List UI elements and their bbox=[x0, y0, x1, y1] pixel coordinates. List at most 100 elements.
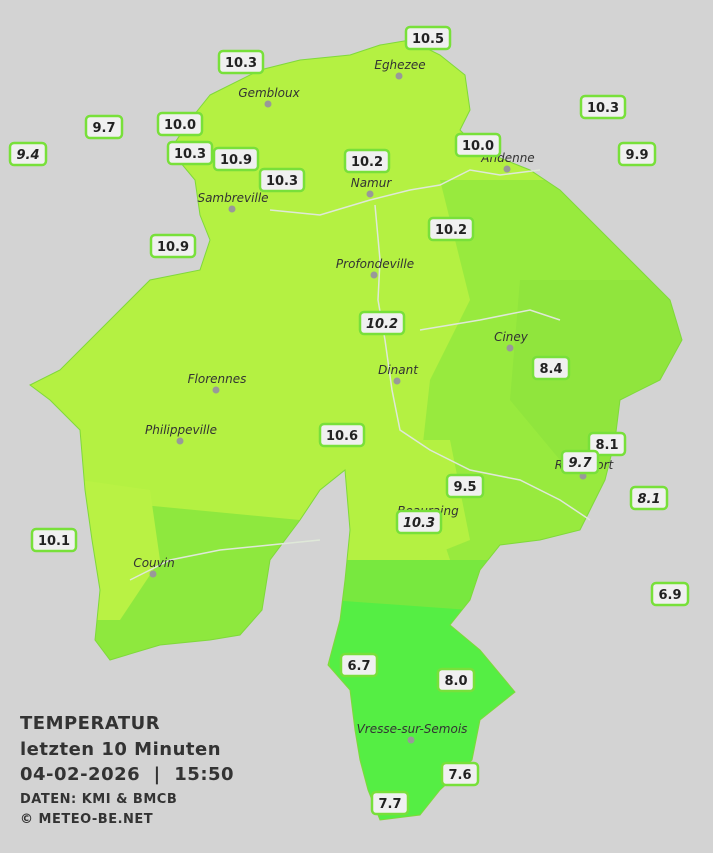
station: 8.0 bbox=[436, 667, 476, 693]
station: 10.1 bbox=[30, 527, 78, 553]
station-box bbox=[617, 141, 657, 167]
station-box bbox=[217, 49, 265, 75]
station-box bbox=[445, 473, 485, 499]
station-value: 10.2 bbox=[435, 223, 467, 238]
legend: TEMPERATUR letzten 10 Minuten 04-02-2026… bbox=[20, 713, 234, 827]
station-box bbox=[531, 355, 571, 381]
station-box-italic bbox=[629, 485, 669, 511]
station: 7.6 bbox=[440, 761, 480, 787]
city-label: Florennes bbox=[188, 372, 247, 386]
station-box-italic bbox=[358, 310, 406, 336]
station: 8.4 bbox=[531, 355, 571, 381]
station-box bbox=[156, 111, 204, 137]
legend-period: letzten 10 Minuten bbox=[20, 739, 221, 760]
city-label: Eghezee bbox=[374, 58, 425, 72]
station: 7.7 bbox=[370, 790, 410, 816]
station-box bbox=[650, 581, 690, 607]
station: 10.5 bbox=[404, 25, 452, 51]
city-label: Dinant bbox=[378, 363, 419, 377]
station: 10.0 bbox=[454, 132, 502, 158]
station-value: 10.6 bbox=[326, 429, 358, 444]
station: 9.5 bbox=[445, 473, 485, 499]
station-box bbox=[166, 140, 214, 166]
station-value: 10.0 bbox=[462, 139, 494, 154]
city-label: Namur bbox=[351, 176, 393, 190]
city-label: Gembloux bbox=[238, 86, 300, 100]
station-value: 9.4 bbox=[16, 148, 39, 163]
station: 10.9 bbox=[149, 233, 197, 259]
city-dot bbox=[149, 570, 157, 578]
station-value: 10.0 bbox=[164, 118, 196, 133]
station-box bbox=[258, 167, 306, 193]
station: 10.2 bbox=[427, 216, 475, 242]
station: 10.3 bbox=[217, 49, 265, 75]
city-dot bbox=[393, 377, 401, 385]
station-box bbox=[84, 114, 124, 140]
station-value: 7.7 bbox=[378, 797, 401, 812]
station: 10.9 bbox=[212, 146, 260, 172]
station-value: 10.3 bbox=[266, 174, 298, 189]
station: 10.3 bbox=[579, 94, 627, 120]
station: 10.3 bbox=[395, 509, 443, 535]
station-value: 10.3 bbox=[174, 147, 206, 162]
city-dot bbox=[366, 190, 374, 198]
station: 9.7 bbox=[560, 449, 600, 475]
station-box bbox=[339, 652, 379, 678]
station-box bbox=[30, 527, 78, 553]
station: 10.2 bbox=[358, 310, 406, 336]
station: 9.7 bbox=[84, 114, 124, 140]
city-dot bbox=[264, 100, 272, 108]
station-box bbox=[318, 422, 366, 448]
station-box bbox=[579, 94, 627, 120]
city-label: Couvin bbox=[133, 556, 174, 570]
station-box bbox=[587, 431, 627, 457]
station-value: 10.5 bbox=[412, 32, 444, 47]
station-box-italic bbox=[395, 509, 443, 535]
stations: 10.5 10.3 10.3 9.7 10.0 9.4 10.3 10.9 10.2 10.0 9.… bbox=[8, 25, 690, 816]
cities: EghezeeGemblouxAndenneNamurSambrevillePr… bbox=[133, 58, 615, 744]
station-value: 6.9 bbox=[658, 588, 681, 603]
city-dot bbox=[503, 165, 511, 173]
station: 9.9 bbox=[617, 141, 657, 167]
station-box bbox=[149, 233, 197, 259]
station-value: 10.9 bbox=[220, 153, 252, 168]
legend-timestamp: 04-02-2026 | 15:50 bbox=[20, 764, 234, 785]
legend-source: DATEN: KMI & BMCB bbox=[20, 792, 177, 807]
legend-copyright: © METEO-BE.NET bbox=[20, 812, 153, 827]
legend-title: TEMPERATUR bbox=[20, 713, 160, 734]
city-label: Philippeville bbox=[145, 423, 217, 437]
station-box bbox=[212, 146, 260, 172]
station-box bbox=[436, 667, 476, 693]
station: 10.2 bbox=[343, 148, 391, 174]
station-box bbox=[370, 790, 410, 816]
station: 10.6 bbox=[318, 422, 366, 448]
station: 10.0 bbox=[156, 111, 204, 137]
station-value: 10.3 bbox=[587, 101, 619, 116]
station-value: 10.2 bbox=[351, 155, 383, 170]
city-label: Ciney bbox=[494, 330, 529, 344]
city-dot bbox=[370, 271, 378, 279]
station: 10.3 bbox=[166, 140, 214, 166]
station-box bbox=[404, 25, 452, 51]
station-value: 10.9 bbox=[157, 240, 189, 255]
station-value: 9.5 bbox=[453, 480, 476, 495]
city-dot bbox=[395, 72, 403, 80]
station-value: 9.7 bbox=[92, 121, 115, 136]
station-value: 9.7 bbox=[568, 456, 592, 471]
station-value: 7.6 bbox=[448, 768, 471, 783]
city-label: Vresse-sur-Semois bbox=[357, 722, 468, 736]
station-value: 6.7 bbox=[347, 659, 370, 674]
station-value: 8.1 bbox=[595, 438, 618, 453]
station-box-italic bbox=[8, 141, 48, 167]
city-label: Profondeville bbox=[336, 257, 414, 271]
city-dot bbox=[176, 437, 184, 445]
station-box bbox=[343, 148, 391, 174]
station: 8.1 bbox=[587, 431, 627, 457]
station-box-italic bbox=[560, 449, 600, 475]
station-value: 10.3 bbox=[225, 56, 257, 71]
rivers bbox=[129, 169, 591, 581]
station-value: 8.4 bbox=[539, 362, 562, 377]
city-label: Sambreville bbox=[197, 191, 268, 205]
city-dot bbox=[506, 344, 514, 352]
